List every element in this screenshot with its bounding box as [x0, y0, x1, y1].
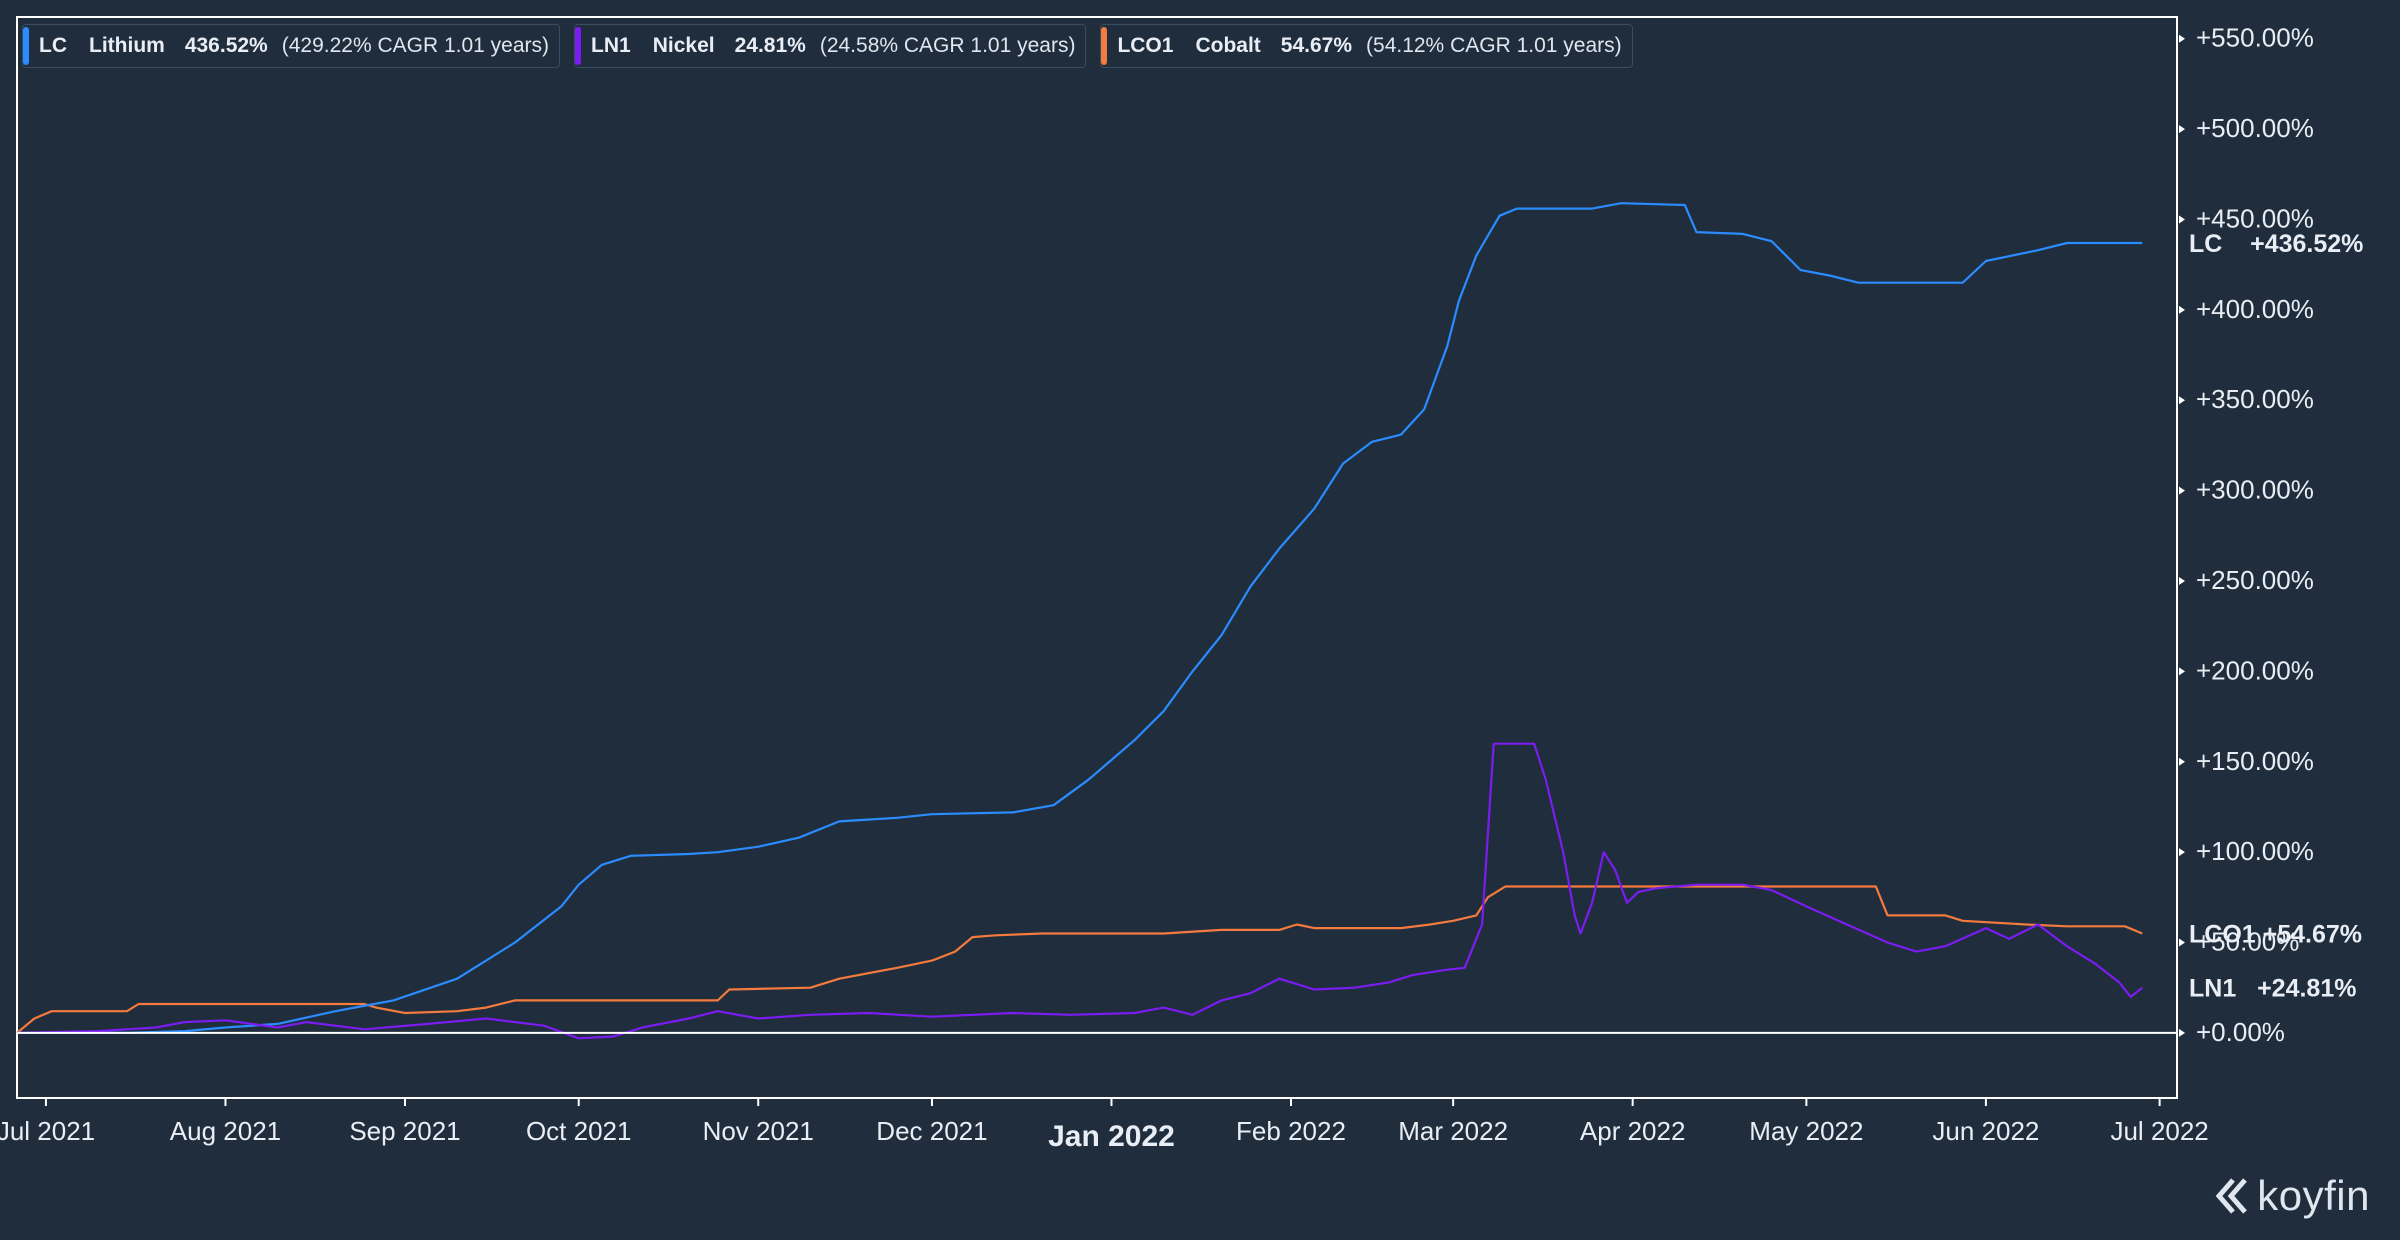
legend-ticker: LCO1	[1117, 34, 1174, 57]
koyfin-mark-icon	[2215, 1178, 2248, 1214]
y-tick-mark	[2179, 215, 2185, 224]
y-tick-mark	[2179, 34, 2185, 43]
series-line-ln1	[16, 742, 2143, 1040]
y-tick-mark	[2179, 938, 2185, 947]
x-tick-label: Jan 2022	[1048, 1120, 1175, 1153]
x-tick-label: May 2022	[1749, 1116, 1863, 1146]
legend-cagr: (429.22% CAGR 1.01 years)	[281, 34, 550, 57]
legend-cagr: (54.12% CAGR 1.01 years)	[1366, 34, 1622, 57]
koyfin-logo: koyfin	[2211, 1172, 2370, 1220]
legend-ticker: LN1	[591, 34, 631, 57]
y-tick-label: +200.00%	[2196, 655, 2314, 685]
legend-percent: 54.67%	[1280, 34, 1353, 57]
series-line-lco1	[16, 885, 2143, 1034]
y-tick-label: +500.00%	[2196, 113, 2314, 143]
legend-swatch-lc	[23, 27, 29, 65]
y-tick-label: +350.00%	[2196, 384, 2314, 414]
series-line-lc	[17, 202, 2143, 1035]
legend-item-ln1[interactable]: LN1 Nickel 24.81% (24.58% CAGR 1.01 year…	[574, 24, 1087, 68]
y-tick-label: +250.00%	[2196, 565, 2314, 595]
x-axis: Jul 2021 Aug 2021 Sep 2021 Oct 2021 Nov 2021…	[0, 1098, 2209, 1153]
x-tick-label: Jun 2022	[1932, 1116, 2039, 1146]
series-end-labels: LC +436.52% LN1 +24.81% LCO1 +54.67%	[2189, 230, 2363, 1003]
series-end-label-lco1: LCO1 +54.67%	[2189, 921, 2362, 949]
legend-cagr: (24.58% CAGR 1.01 years)	[819, 34, 1076, 57]
x-tick-label: Sep 2021	[349, 1116, 460, 1146]
y-axis: +0.00% +50.00% +100.00% +150.00% +200.00% +25…	[2179, 23, 2314, 1047]
x-tick-label: Apr 2022	[1580, 1116, 1686, 1146]
y-tick-mark	[2179, 757, 2185, 766]
y-tick-mark	[2179, 396, 2185, 405]
y-tick-mark	[2179, 1028, 2185, 1037]
brand-name: koyfin	[2257, 1172, 2370, 1219]
y-tick-mark	[2179, 305, 2185, 314]
x-tick-label: Jul 2021	[0, 1116, 95, 1146]
y-tick-label: +0.00%	[2196, 1017, 2285, 1047]
legend-swatch-ln1	[575, 27, 582, 65]
y-tick-mark	[2179, 667, 2185, 676]
legend-item-lc[interactable]: LC Lithium 436.52% (429.22% CAGR 1.01 ye…	[22, 24, 561, 68]
series-end-label-ln1: LN1 +24.81%	[2189, 975, 2356, 1003]
series-layer	[16, 202, 2143, 1040]
x-tick-label: Dec 2021	[876, 1116, 987, 1146]
legend-name: Lithium	[89, 34, 165, 57]
x-tick-label: Mar 2022	[1398, 1116, 1508, 1146]
x-tick-label: Feb 2022	[1236, 1116, 1346, 1146]
legend-item-lco1[interactable]: LCO1 Cobalt 54.67% (54.12% CAGR 1.01 yea…	[1100, 24, 1633, 68]
y-tick-label: +50.00%	[2196, 927, 2299, 957]
x-tick-label: Aug 2021	[170, 1116, 281, 1146]
y-tick-label: +400.00%	[2196, 294, 2314, 324]
x-tick-label: Oct 2021	[526, 1116, 632, 1146]
legend: LC Lithium 436.52% (429.22% CAGR 1.01 ye…	[22, 24, 1633, 68]
series-end-label-lc: LC +436.52%	[2189, 230, 2363, 258]
legend-ticker: LC	[39, 34, 67, 57]
x-tick-label: Nov 2021	[703, 1116, 814, 1146]
y-tick-mark	[2179, 486, 2185, 495]
legend-name: Nickel	[652, 34, 715, 57]
plot-frame	[16, 16, 2178, 1099]
y-tick-label: +100.00%	[2196, 836, 2314, 866]
legend-percent: 436.52%	[184, 34, 268, 57]
legend-percent: 24.81%	[734, 34, 806, 57]
y-tick-label: +150.00%	[2196, 746, 2314, 776]
y-tick-label: +550.00%	[2196, 23, 2314, 53]
y-tick-label: +450.00%	[2196, 203, 2314, 233]
legend-swatch-lco1	[1101, 27, 1108, 65]
legend-name: Cobalt	[1195, 34, 1261, 57]
y-tick-mark	[2179, 848, 2185, 857]
y-tick-mark	[2179, 125, 2185, 134]
y-tick-label: +300.00%	[2196, 475, 2314, 505]
x-tick-label: Jul 2022	[2110, 1116, 2208, 1146]
y-tick-mark	[2179, 577, 2185, 585]
